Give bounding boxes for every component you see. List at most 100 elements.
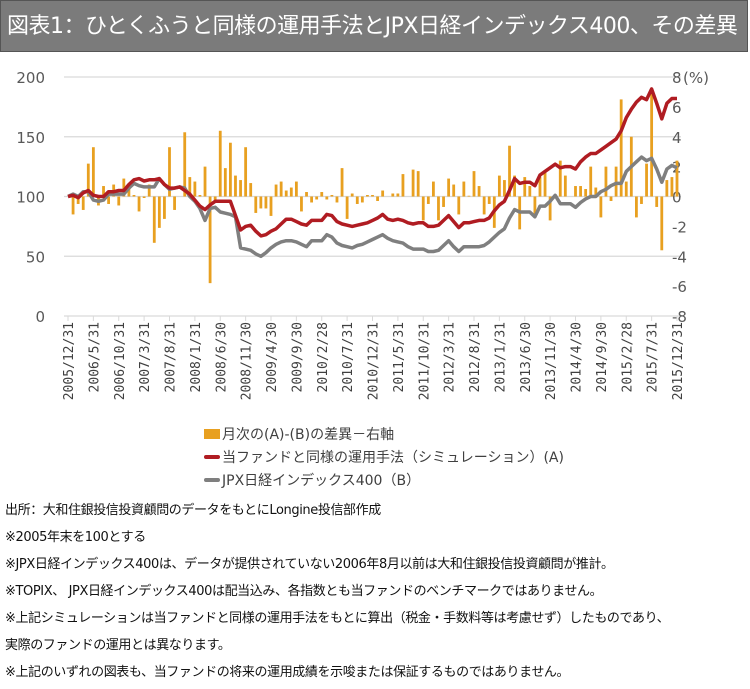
bar-difference	[147, 184, 151, 197]
bar-difference	[574, 186, 577, 197]
right-axis-tick: -2	[672, 218, 687, 236]
bar-difference	[249, 183, 253, 197]
legend-item-difference: 月次の(A)-(B)の差異－右軸	[204, 422, 564, 445]
x-axis-tick: 2009/9/30	[290, 322, 305, 392]
legend-label: 月次の(A)-(B)の差異－右軸	[222, 426, 395, 443]
bar-difference	[558, 160, 562, 197]
bar-difference	[563, 175, 567, 197]
bar-difference	[371, 195, 374, 197]
bar-difference	[102, 186, 105, 197]
x-axis-tick: 2007/3/31	[138, 322, 153, 392]
bar-difference	[579, 186, 582, 197]
bar-difference	[244, 147, 248, 197]
note: ※JPX日経インデックス400は、データが提供されていない2006年8月以前は大…	[5, 557, 614, 572]
bar-difference	[76, 196, 80, 204]
bar-difference	[289, 187, 293, 197]
bar-difference	[401, 174, 405, 197]
bar-difference	[340, 168, 344, 197]
x-axis-tick: 2011/5/31	[392, 322, 407, 392]
x-axis-tick: 2006/10/31	[113, 322, 128, 400]
bar-difference	[426, 196, 430, 204]
note: ※TOPIX、 JPX日経インデックス400は配当込み、各指数とも当ファンドのベ…	[5, 584, 603, 599]
bar-difference	[320, 192, 324, 197]
legend: 月次の(A)-(B)の差異－右軸 当ファンドと同様の運用手法（シミュレーション）…	[204, 422, 564, 491]
bar-difference	[81, 196, 85, 210]
bar-difference	[274, 184, 278, 197]
bar-difference	[142, 196, 146, 198]
bar-difference	[91, 147, 95, 197]
bar-difference	[650, 90, 654, 197]
bar-difference	[675, 160, 679, 197]
bar-difference	[325, 196, 329, 200]
bar-difference	[213, 196, 217, 201]
x-axis-tick: 2015/2/28	[620, 322, 635, 392]
bar-difference	[452, 184, 456, 197]
legend-label: JPX日経インデックス400（B）	[222, 472, 421, 489]
legend-item-jpx400: JPX日経インデックス400（B）	[204, 468, 564, 491]
bar-difference	[355, 196, 359, 204]
bar-difference	[279, 181, 283, 197]
bar-difference	[543, 172, 547, 197]
bar-difference	[107, 196, 110, 204]
right-axis-tick: -8	[672, 308, 687, 326]
right-axis-tick: -6	[672, 278, 687, 296]
x-axis-tick: 2012/3/31	[443, 322, 458, 392]
bar-difference	[152, 196, 156, 243]
bar-difference	[376, 196, 379, 201]
right-axis-tick: 6	[672, 99, 682, 117]
bar-difference	[234, 175, 237, 197]
bar-difference	[330, 195, 334, 197]
x-axis-tick: 2006/5/31	[87, 322, 102, 392]
left-axis-tick: 150	[16, 129, 45, 147]
bar-difference	[421, 196, 425, 221]
bar-difference	[457, 196, 461, 215]
bar-difference	[86, 163, 90, 197]
bar-difference	[503, 180, 506, 197]
bar-difference	[609, 196, 613, 201]
bar-difference	[335, 196, 339, 203]
bar-difference	[523, 177, 527, 197]
right-axis-tick: 0	[672, 189, 682, 207]
bar-difference	[508, 145, 511, 197]
x-axis-tick: 2012/8/31	[468, 322, 483, 392]
bar-difference	[548, 196, 552, 221]
x-axis-tick: 2008/1/31	[189, 322, 204, 392]
bar-difference	[462, 181, 466, 197]
bar-difference	[447, 178, 451, 197]
note: ※上記のいずれの図表も、当ファンドの将来の運用成績を示唆または保証するものではあ…	[5, 665, 570, 680]
bar-difference	[239, 180, 242, 197]
legend-swatch-line	[204, 477, 220, 482]
bar-difference	[157, 196, 161, 228]
bar-difference	[294, 181, 298, 197]
bar-difference	[432, 181, 435, 197]
bar-difference	[614, 166, 618, 197]
bar-difference	[472, 171, 476, 197]
bar-difference	[645, 163, 648, 197]
bar-difference	[366, 195, 369, 197]
legend-label: 当ファンドと同様の運用手法（シミュレーション）(A)	[222, 449, 564, 466]
x-axis-tick: 2009/4/30	[265, 322, 280, 392]
right-axis-tick: 8	[672, 69, 682, 87]
x-axis-tick: 2013/1/31	[493, 322, 508, 392]
bar-difference	[122, 178, 126, 197]
bar-difference	[229, 142, 232, 197]
bar-difference	[127, 189, 131, 197]
figure-title: 図表1：ひとくふうと同様の運用手法とJPX日経インデックス400、その差異	[0, 0, 748, 52]
x-axis-tick: 2011/10/31	[417, 322, 432, 400]
note: ※上記シミュレーションは当ファンドと同様の運用手法をもとに算出（税金・手数料等は…	[5, 611, 670, 626]
bar-difference	[345, 196, 349, 219]
bar-difference	[594, 187, 598, 197]
bar-difference	[391, 193, 395, 197]
bar-difference	[300, 196, 303, 212]
bar-difference	[538, 177, 542, 197]
bar-difference	[117, 196, 121, 206]
bar-difference	[203, 166, 207, 197]
bar-difference	[477, 186, 481, 197]
bar-difference	[350, 193, 354, 197]
bar-difference	[163, 196, 166, 219]
bar-difference	[619, 99, 623, 197]
bar-difference	[188, 177, 192, 197]
bar-difference	[513, 175, 516, 197]
bar-difference	[482, 196, 486, 215]
x-axis-tick: 2010/12/31	[367, 322, 382, 400]
